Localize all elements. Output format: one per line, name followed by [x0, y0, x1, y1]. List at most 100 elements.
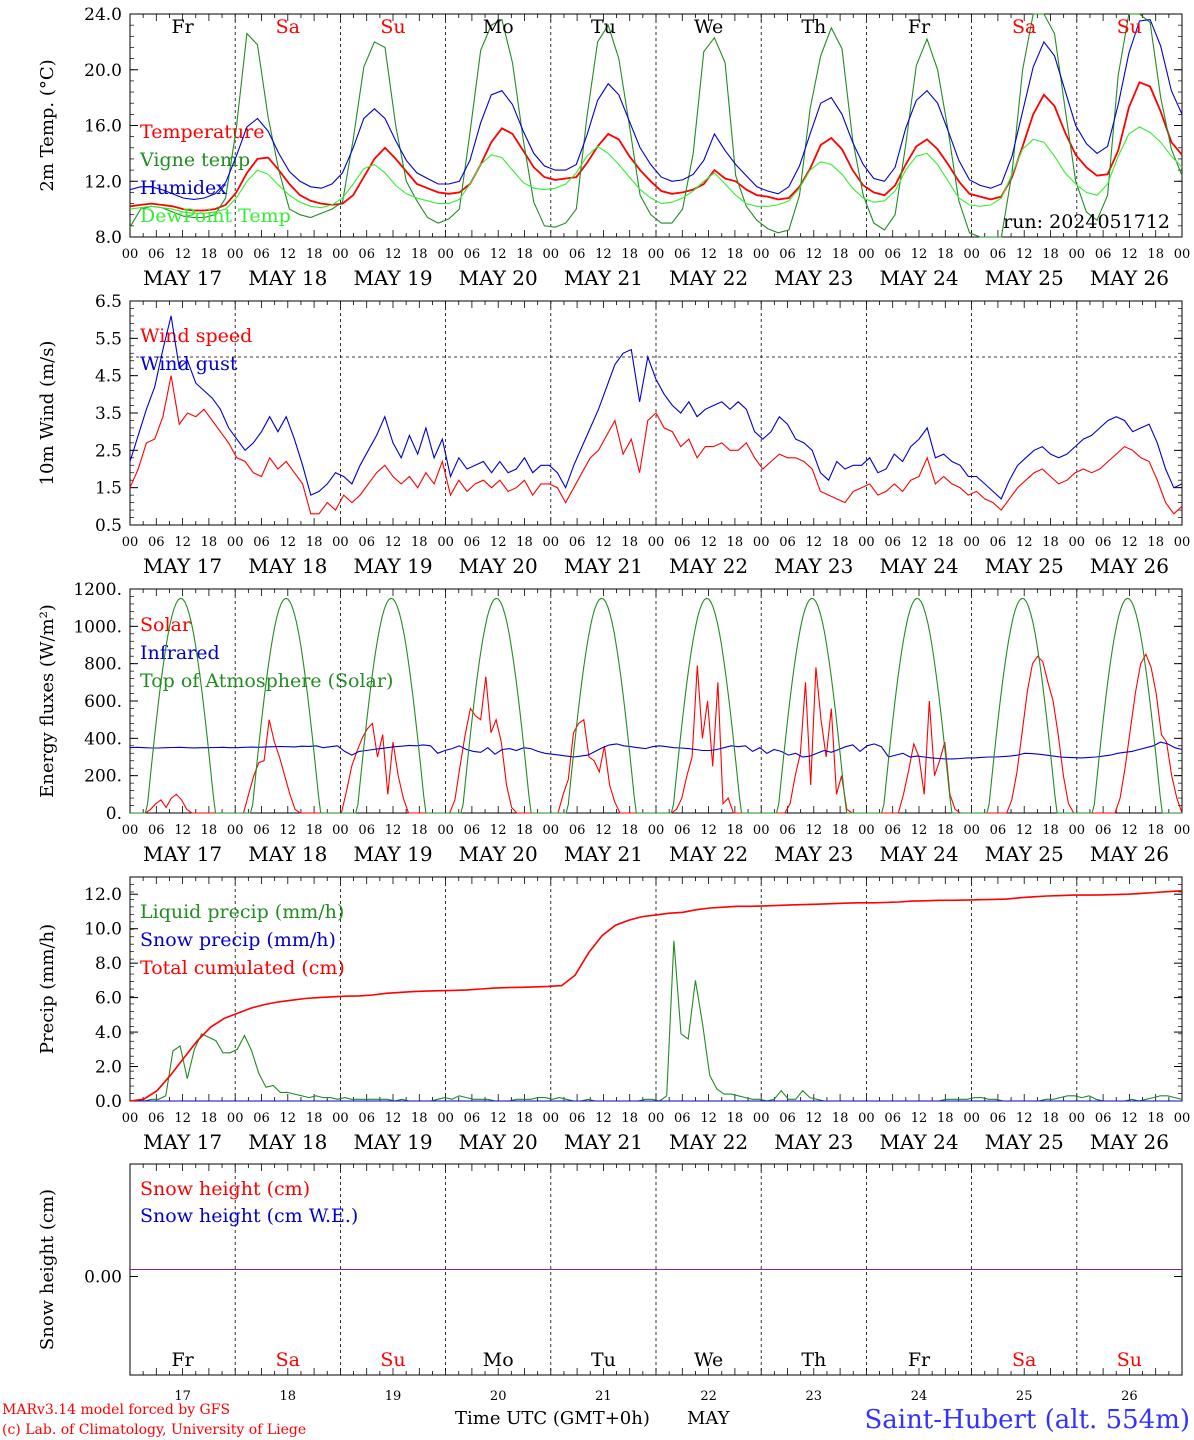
- day-name: Th: [801, 1349, 826, 1371]
- date-label: MAY 19: [353, 554, 432, 578]
- day-name: Su: [1117, 1349, 1142, 1371]
- date-label: MAY 17: [143, 266, 222, 290]
- hour-tick-label: 12: [911, 823, 928, 838]
- day-name: Tu: [591, 1349, 616, 1371]
- legend-entry: Wind gust: [140, 353, 238, 375]
- hour-tick-label: 18: [727, 823, 744, 838]
- hour-tick-label: 00: [753, 535, 770, 550]
- day-name: Su: [380, 1349, 405, 1371]
- hour-tick-label: 12: [700, 247, 717, 262]
- hour-tick-label: 06: [569, 247, 586, 262]
- hour-tick-label: 12: [1016, 535, 1033, 550]
- hour-tick-label: 18: [201, 535, 218, 550]
- day-name: Th: [801, 16, 826, 38]
- hour-tick-label: 06: [464, 247, 481, 262]
- hour-tick-label: 00: [332, 247, 349, 262]
- legend-entry: Infrared: [140, 642, 220, 664]
- day-name: Fr: [171, 1349, 194, 1371]
- hour-tick-label: 06: [253, 823, 270, 838]
- date-label: MAY 26: [1090, 554, 1169, 578]
- hour-tick-label: 00: [543, 823, 560, 838]
- hour-tick-label: 12: [1016, 823, 1033, 838]
- y-tick-label: 0.: [106, 804, 122, 824]
- hour-tick-label: 00: [543, 535, 560, 550]
- hour-tick-label: 18: [516, 1111, 533, 1126]
- hour-tick-label: 06: [569, 535, 586, 550]
- hour-tick-label: 18: [516, 535, 533, 550]
- day-number: 21: [595, 1389, 612, 1404]
- date-label: MAY 26: [1090, 842, 1169, 866]
- hour-tick-label: 06: [990, 1111, 1007, 1126]
- day-number: 22: [700, 1389, 717, 1404]
- date-label: MAY 18: [248, 554, 327, 578]
- hour-tick-label: 12: [806, 823, 823, 838]
- hour-tick-label: 18: [306, 535, 323, 550]
- hour-tick-label: 00: [227, 535, 244, 550]
- hour-tick-label: 18: [201, 823, 218, 838]
- hour-tick-label: 12: [280, 1111, 297, 1126]
- date-label: MAY 19: [353, 266, 432, 290]
- hour-tick-label: 00: [1174, 1111, 1191, 1126]
- date-label: MAY 18: [248, 1130, 327, 1154]
- hour-tick-label: 18: [1147, 1111, 1164, 1126]
- y-tick-label: 2.5: [95, 441, 122, 461]
- series-wind-gust: [129, 315, 1183, 500]
- credit-line-1: MARv3.14 model forced by GFS: [2, 1402, 230, 1418]
- date-label: MAY 26: [1090, 1130, 1169, 1154]
- hour-tick-label: 12: [1016, 1111, 1033, 1126]
- y-tick-label: 4.0: [95, 1023, 122, 1043]
- hour-tick-label: 06: [464, 823, 481, 838]
- date-label: MAY 17: [143, 842, 222, 866]
- hour-tick-label: 06: [358, 535, 375, 550]
- hour-tick-label: 00: [858, 535, 875, 550]
- hour-tick-label: 12: [595, 1111, 612, 1126]
- series-humidex: [129, 18, 1183, 200]
- day-number: 23: [806, 1389, 823, 1404]
- hour-tick-label: 18: [1042, 1111, 1059, 1126]
- hour-tick-label: 06: [253, 535, 270, 550]
- day-name: Fr: [908, 16, 931, 38]
- hour-tick-label: 12: [174, 247, 191, 262]
- date-label: MAY 26: [1090, 266, 1169, 290]
- legend-entry: Solar: [140, 614, 192, 636]
- y-tick-label: 3.5: [95, 404, 122, 424]
- date-label: MAY 23: [774, 1130, 853, 1154]
- day-number: 26: [1121, 1389, 1138, 1404]
- date-label: MAY 17: [143, 1130, 222, 1154]
- hour-tick-label: 12: [490, 535, 507, 550]
- y-tick-label: 800.: [84, 655, 122, 675]
- y-axis-label: Energy fluxes (W/m²): [37, 604, 58, 798]
- legend-entry: Liquid precip (mm/h): [140, 901, 344, 923]
- date-label: MAY 20: [459, 1130, 538, 1154]
- y-axis-label: 10m Wind (m/s): [37, 341, 58, 486]
- hour-tick-label: 06: [569, 823, 586, 838]
- date-label: MAY 22: [669, 1130, 748, 1154]
- hour-tick-label: 06: [674, 247, 691, 262]
- panel-4: 0.0 2.0 4.0 6.0 8.0 10.0 12.0 Precip (mm/h) Liqu…: [37, 876, 1191, 1154]
- hour-tick-label: 18: [306, 1111, 323, 1126]
- date-label: MAY 25: [985, 1130, 1064, 1154]
- hour-tick-label: 06: [884, 823, 901, 838]
- hour-tick-label: 06: [779, 247, 796, 262]
- y-tick-label: 200.: [84, 767, 122, 787]
- y-axis-label: Snow height (cm): [37, 1189, 58, 1350]
- hour-tick-label: 00: [1174, 823, 1191, 838]
- series-infrared: [129, 741, 1183, 760]
- day-name: Mo: [483, 16, 514, 38]
- y-tick-label: 5.5: [95, 329, 122, 349]
- y-tick-label: 6.5: [95, 292, 122, 312]
- legend-entry: Total cumulated (cm): [140, 957, 345, 979]
- hour-tick-label: 06: [253, 247, 270, 262]
- hour-tick-label: 00: [1069, 1111, 1086, 1126]
- date-label: MAY 25: [985, 842, 1064, 866]
- hour-tick-label: 00: [1069, 823, 1086, 838]
- y-tick-label: 600.: [84, 692, 122, 712]
- hour-tick-label: 06: [358, 1111, 375, 1126]
- hour-tick-label: 18: [516, 823, 533, 838]
- y-tick-label: 1000.: [73, 617, 122, 637]
- hour-tick-label: 12: [280, 823, 297, 838]
- hour-tick-label: 00: [753, 247, 770, 262]
- hour-tick-label: 00: [648, 1111, 665, 1126]
- hour-tick-label: 06: [148, 823, 165, 838]
